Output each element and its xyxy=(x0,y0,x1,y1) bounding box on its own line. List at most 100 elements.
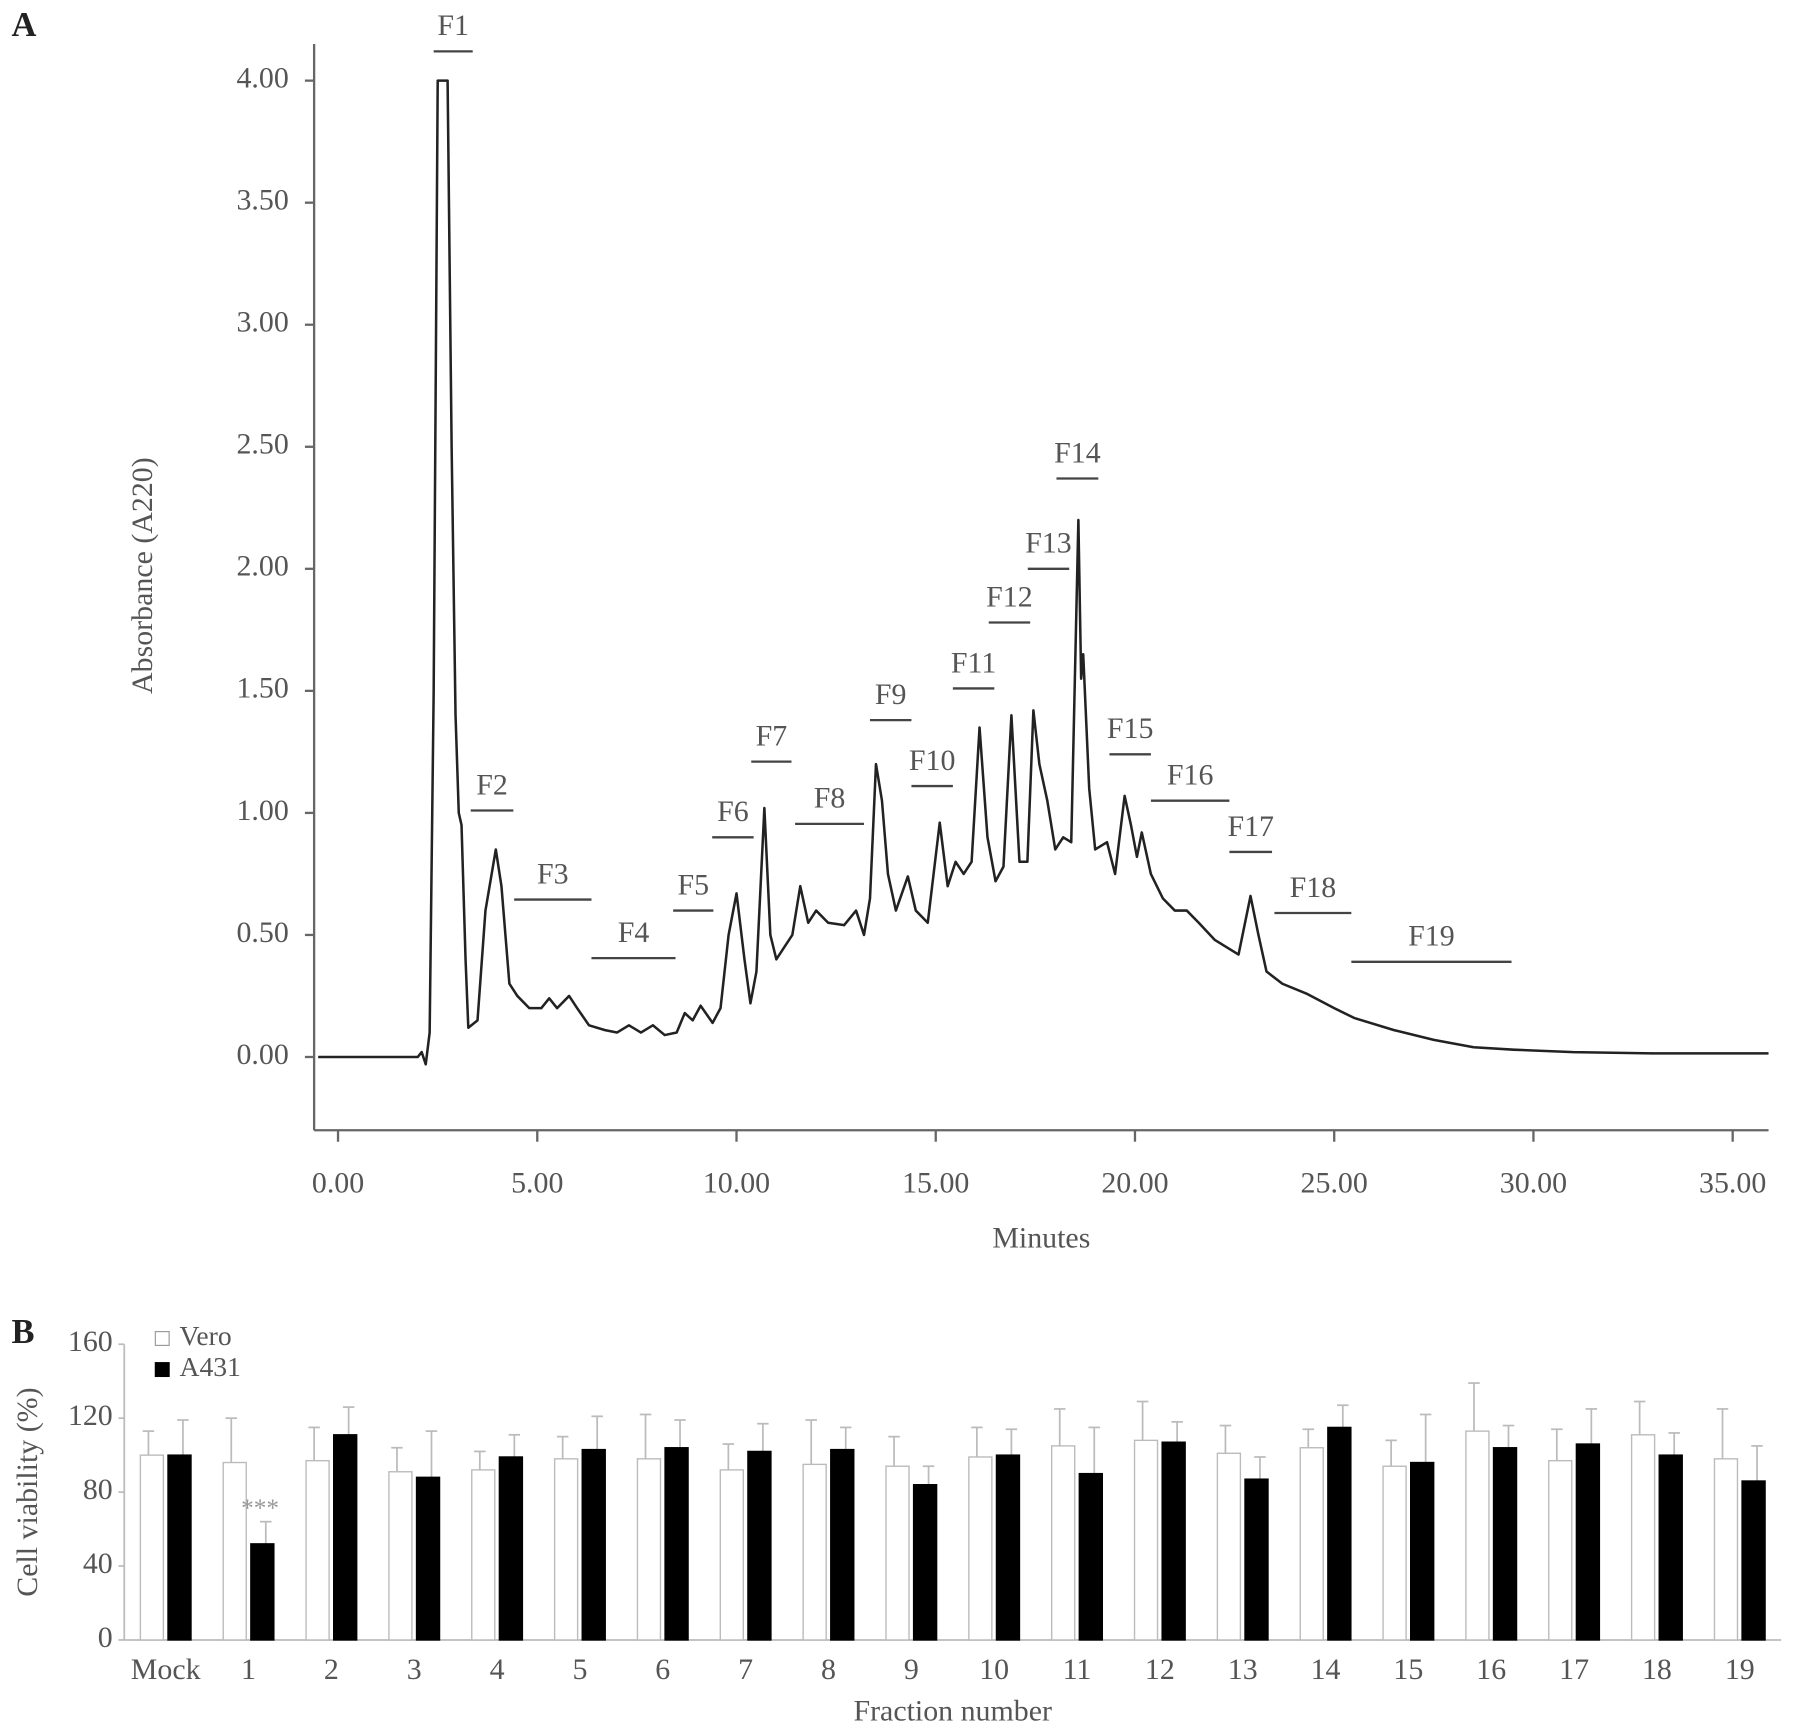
bar xyxy=(995,1454,1021,1641)
x-tick-label: 5 xyxy=(572,1653,587,1686)
bar xyxy=(1658,1454,1683,1641)
fraction-label: F15 xyxy=(1107,712,1154,745)
x-tick-label: 8 xyxy=(821,1653,836,1686)
bar xyxy=(332,1434,358,1641)
x-tick-label: 15.00 xyxy=(902,1166,969,1199)
panel-label: B xyxy=(12,1313,35,1351)
bar xyxy=(830,1448,855,1641)
x-axis-label: Fraction number xyxy=(853,1694,1052,1727)
fraction-label: F10 xyxy=(909,744,956,777)
fraction-label: F11 xyxy=(951,646,996,679)
fraction-label: F8 xyxy=(814,782,846,815)
x-tick-label: 15 xyxy=(1393,1653,1423,1686)
fraction-label: F1 xyxy=(437,9,469,42)
fraction-label: F12 xyxy=(986,580,1033,613)
x-tick-label: 9 xyxy=(904,1653,919,1686)
bar xyxy=(471,1469,496,1641)
bar xyxy=(1741,1480,1766,1641)
y-axis-label: Absorbance (A220) xyxy=(126,457,159,694)
bar xyxy=(222,1461,247,1641)
x-tick-label: 17 xyxy=(1559,1653,1589,1686)
fraction-label: F16 xyxy=(1167,759,1214,792)
bar xyxy=(1713,1458,1739,1641)
x-tick-label: 5.00 xyxy=(511,1166,563,1199)
x-tick-label: 16 xyxy=(1476,1653,1506,1686)
x-axis-label: Minutes xyxy=(992,1222,1090,1255)
bar xyxy=(1465,1430,1490,1641)
y-tick-label: 1.50 xyxy=(236,672,288,705)
bar xyxy=(250,1543,275,1641)
bar xyxy=(912,1484,938,1641)
x-tick-label: 1 xyxy=(241,1653,256,1686)
x-tick-label: 10 xyxy=(979,1653,1009,1686)
y-tick-label: 2.50 xyxy=(236,428,288,461)
bar xyxy=(1078,1472,1104,1641)
significance-label: *** xyxy=(241,1494,279,1522)
y-tick-label: 0 xyxy=(98,1621,113,1654)
y-tick-label: 2.00 xyxy=(236,550,288,583)
x-tick-label: 7 xyxy=(738,1653,753,1686)
bar xyxy=(1299,1447,1324,1641)
fraction-label: F19 xyxy=(1408,920,1455,953)
bar xyxy=(581,1448,606,1641)
bar xyxy=(1382,1465,1407,1641)
bar xyxy=(1161,1441,1186,1641)
bar xyxy=(802,1463,827,1641)
y-tick-label: 4.00 xyxy=(236,61,288,94)
y-tick-label: 120 xyxy=(68,1399,113,1432)
bar xyxy=(1409,1461,1435,1641)
x-tick-label: 0.00 xyxy=(312,1166,364,1199)
fraction-label: F4 xyxy=(618,916,650,949)
x-tick-label: 35.00 xyxy=(1699,1166,1766,1199)
fraction-label: F3 xyxy=(537,857,569,890)
bar xyxy=(1133,1439,1159,1641)
x-tick-label: 19 xyxy=(1725,1653,1755,1686)
legend-label: Vero xyxy=(180,1320,232,1351)
bar xyxy=(1575,1443,1601,1641)
fraction-label: F2 xyxy=(476,768,508,801)
bar xyxy=(139,1454,165,1641)
x-tick-label: 20.00 xyxy=(1101,1166,1168,1199)
bar xyxy=(636,1458,662,1641)
x-tick-label: 18 xyxy=(1642,1653,1672,1686)
y-axis-label: Cell viability (%) xyxy=(11,1387,44,1596)
y-tick-label: 0.00 xyxy=(236,1038,288,1071)
x-tick-label: 6 xyxy=(655,1653,670,1686)
bar xyxy=(1327,1426,1352,1641)
bar xyxy=(1216,1452,1242,1641)
bar xyxy=(885,1465,910,1641)
bar xyxy=(719,1469,745,1641)
x-tick-label: 13 xyxy=(1228,1653,1258,1686)
y-tick-label: 3.00 xyxy=(236,306,288,339)
fraction-label: F9 xyxy=(875,678,907,711)
fraction-label: F17 xyxy=(1227,810,1274,843)
bar xyxy=(968,1456,993,1641)
y-tick-label: 0.50 xyxy=(236,916,288,949)
bar xyxy=(747,1450,772,1641)
chromatogram-line xyxy=(318,79,1769,1066)
x-tick-label: 12 xyxy=(1145,1653,1175,1686)
fraction-label: F7 xyxy=(756,719,788,752)
fraction-label: F18 xyxy=(1290,871,1337,904)
legend-label: A431 xyxy=(180,1351,241,1382)
x-tick-label: 2 xyxy=(324,1653,339,1686)
x-tick-label: 3 xyxy=(407,1653,422,1686)
x-tick-label: 30.00 xyxy=(1500,1166,1567,1199)
panel-label: A xyxy=(12,6,37,44)
x-tick-label: 25.00 xyxy=(1301,1166,1368,1199)
bar xyxy=(305,1459,330,1641)
fraction-label: F5 xyxy=(677,868,709,901)
x-tick-label: Mock xyxy=(131,1653,201,1686)
legend-swatch xyxy=(154,1362,170,1378)
bar xyxy=(1492,1447,1518,1641)
bar xyxy=(664,1447,689,1641)
y-tick-label: 80 xyxy=(83,1473,113,1506)
y-tick-label: 1.00 xyxy=(236,794,288,827)
bar xyxy=(498,1456,524,1641)
fraction-label: F14 xyxy=(1054,436,1101,469)
fraction-label: F13 xyxy=(1025,527,1072,560)
bar xyxy=(1548,1459,1573,1641)
bar xyxy=(1630,1434,1656,1641)
